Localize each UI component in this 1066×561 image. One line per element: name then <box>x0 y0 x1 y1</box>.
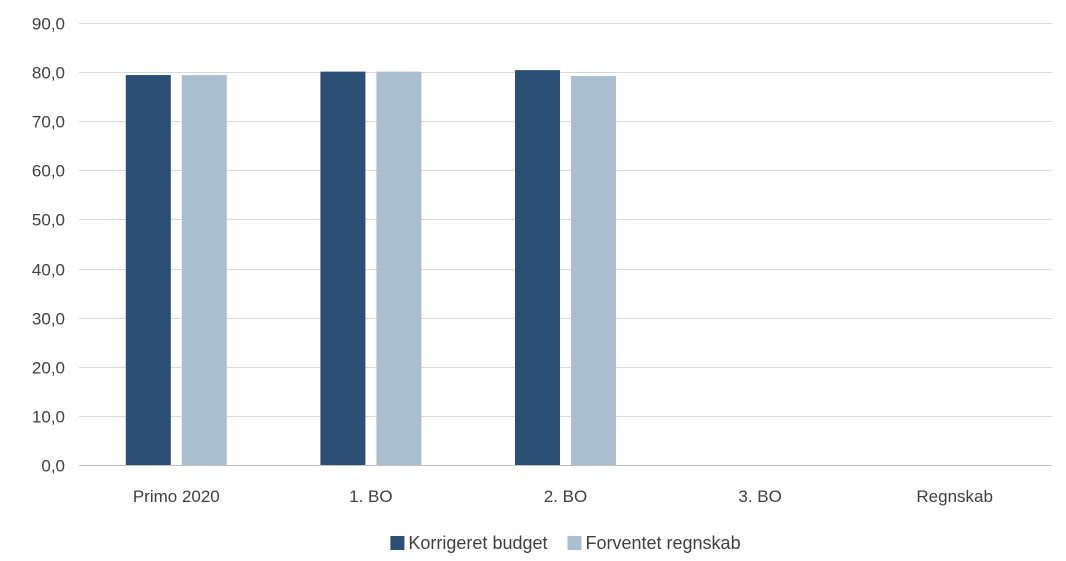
legend-label: Forventet regnskab <box>586 533 741 553</box>
y-tick-label: 70,0 <box>32 113 65 132</box>
y-tick-label: 50,0 <box>32 211 65 230</box>
bar-korrigeret-budget <box>515 70 560 465</box>
x-axis-category-labels: Primo 2020 1. BO 2. BO 3. BO Regnskab <box>133 487 993 506</box>
bar-korrigeret-budget <box>125 75 171 466</box>
y-tick-label: 20,0 <box>32 359 65 378</box>
y-tick-label: 40,0 <box>32 261 65 280</box>
legend-swatch <box>390 536 405 550</box>
x-category-label: 1. BO <box>349 487 392 506</box>
legend-item: Korrigeret budget <box>390 533 548 553</box>
legend-swatch <box>567 536 582 550</box>
y-tick-label: 60,0 <box>32 162 65 181</box>
y-tick-label: 90,0 <box>32 15 65 34</box>
x-category-label: 3. BO <box>738 487 781 506</box>
y-tick-label: 30,0 <box>32 310 65 329</box>
bar-korrigeret-budget <box>320 71 366 466</box>
y-tick-label: 80,0 <box>32 64 65 83</box>
legend-label: Korrigeret budget <box>408 533 547 553</box>
y-tick-label: 10,0 <box>32 408 65 427</box>
bar-forventet-regnskab <box>376 71 422 466</box>
legend: Korrigeret budget Forventet regnskab <box>390 533 741 553</box>
bar-forventet-regnskab <box>181 75 227 466</box>
y-tick-label: 0,0 <box>41 457 65 476</box>
x-category-label: 2. BO <box>544 487 587 506</box>
legend-item: Forventet regnskab <box>567 533 741 553</box>
gridlines <box>79 23 1052 466</box>
x-category-label: Regnskab <box>916 487 993 506</box>
x-category-label: Primo 2020 <box>133 487 220 506</box>
bar-forventet-regnskab <box>571 76 616 465</box>
y-axis-tick-labels: 0,0 10,0 20,0 30,0 40,0 50,0 60,0 70,0 80,0 90,0 <box>32 15 65 476</box>
bars <box>125 70 616 466</box>
